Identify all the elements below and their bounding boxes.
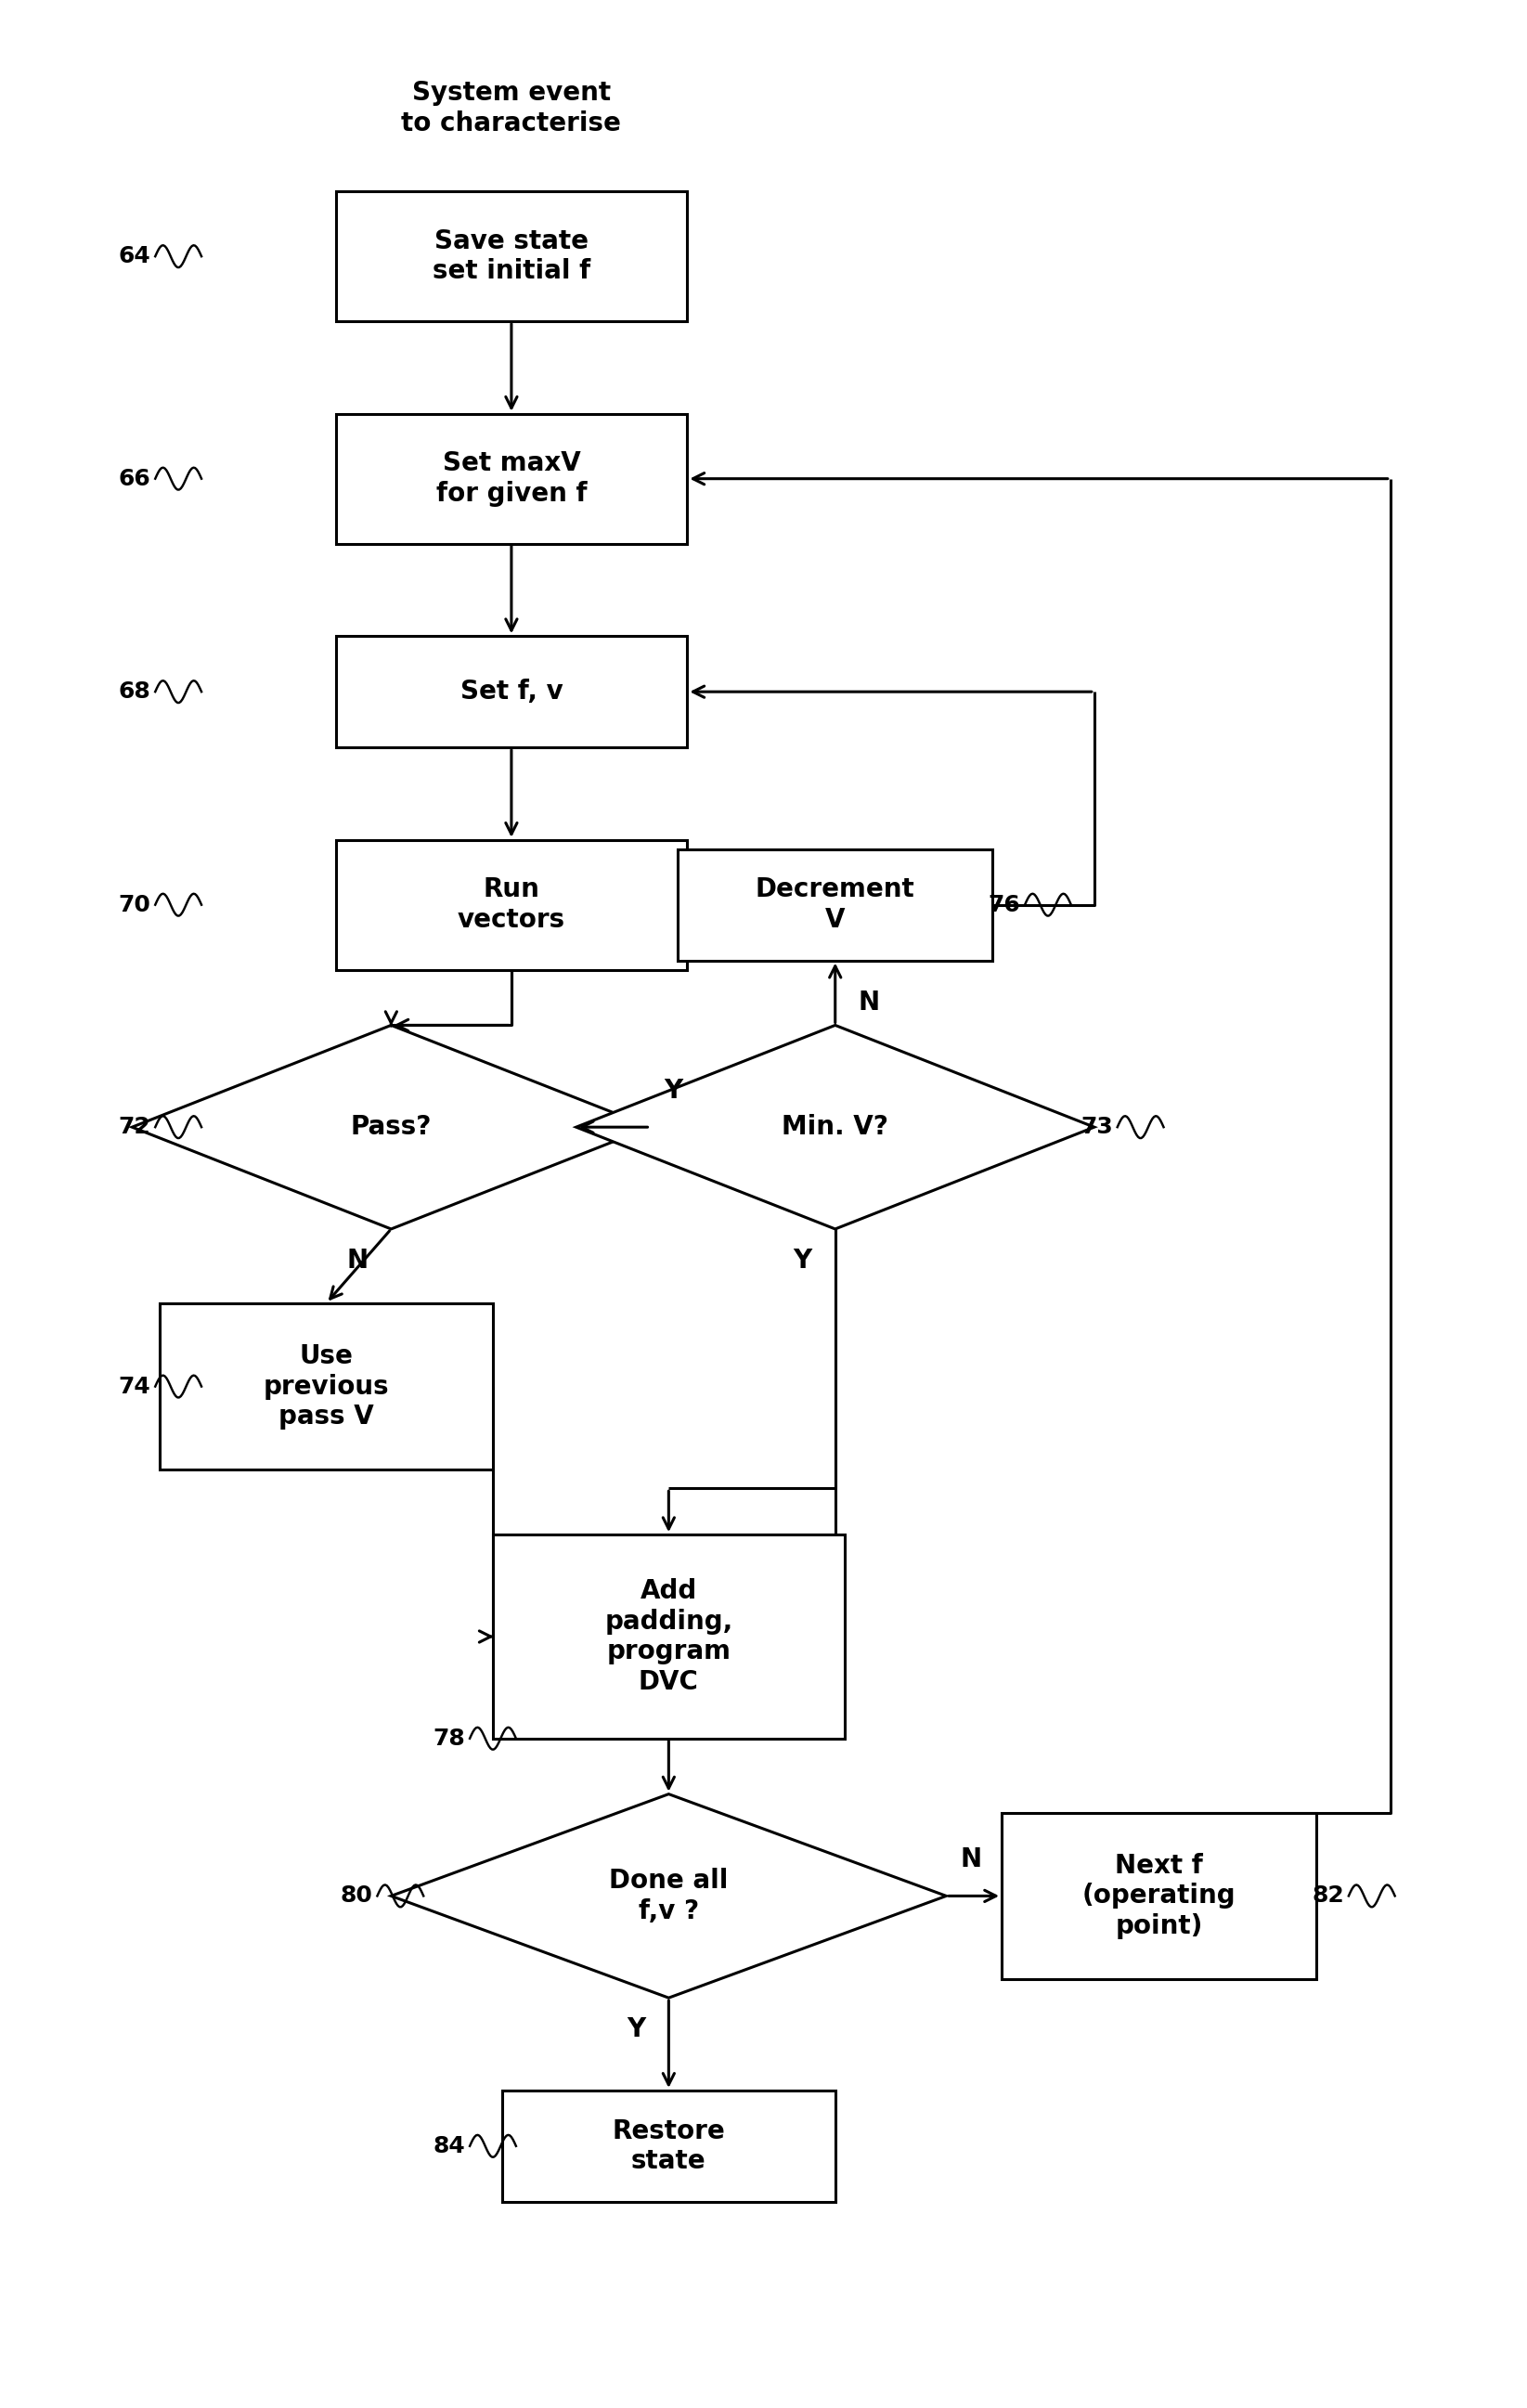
Text: 84: 84 — [432, 2136, 466, 2158]
Text: N: N — [960, 1847, 982, 1873]
Bar — [160, 1303, 493, 1469]
Text: Next f
(operating
point): Next f (operating point) — [1083, 1852, 1235, 1938]
Bar — [493, 1534, 844, 1739]
Text: Add
padding,
program
DVC: Add padding, program DVC — [605, 1580, 733, 1695]
Text: Done all
f,v ?: Done all f,v ? — [609, 1869, 728, 1924]
Text: 66: 66 — [118, 467, 151, 489]
Text: 76: 76 — [988, 893, 1020, 915]
Text: 74: 74 — [118, 1375, 151, 1397]
Text: Run
vectors: Run vectors — [458, 877, 565, 932]
Text: 72: 72 — [118, 1115, 151, 1139]
Text: 68: 68 — [118, 681, 151, 703]
Text: 73: 73 — [1081, 1115, 1113, 1139]
Bar — [1002, 1813, 1316, 1979]
Text: Use
previous
pass V: Use previous pass V — [264, 1344, 389, 1430]
Text: N: N — [347, 1247, 368, 1274]
Polygon shape — [391, 1794, 947, 1999]
Bar — [502, 2090, 835, 2201]
Text: Save state
set initial f: Save state set initial f — [432, 229, 591, 284]
Text: 64: 64 — [118, 246, 151, 267]
Text: Y: Y — [626, 2015, 646, 2042]
Text: 80: 80 — [341, 1885, 373, 1907]
Text: 82: 82 — [1312, 1885, 1344, 1907]
Polygon shape — [576, 1026, 1095, 1228]
Bar — [336, 414, 687, 544]
Text: 78: 78 — [432, 1727, 466, 1751]
Text: Restore
state: Restore state — [612, 2119, 725, 2174]
Text: System event
to characterise: System event to characterise — [402, 79, 621, 137]
Text: Y: Y — [664, 1079, 683, 1103]
Polygon shape — [133, 1026, 651, 1228]
Text: Set maxV
for given f: Set maxV for given f — [435, 450, 586, 506]
Text: Y: Y — [793, 1247, 812, 1274]
Text: Pass?: Pass? — [351, 1115, 432, 1139]
Bar — [336, 193, 687, 320]
Text: 70: 70 — [118, 893, 151, 915]
Text: N: N — [858, 990, 880, 1016]
Text: Set f, v: Set f, v — [460, 679, 563, 706]
Bar — [678, 850, 993, 961]
Text: Decrement
V: Decrement V — [756, 877, 915, 932]
Text: Min. V?: Min. V? — [782, 1115, 889, 1139]
Bar — [336, 636, 687, 746]
Bar — [336, 840, 687, 970]
